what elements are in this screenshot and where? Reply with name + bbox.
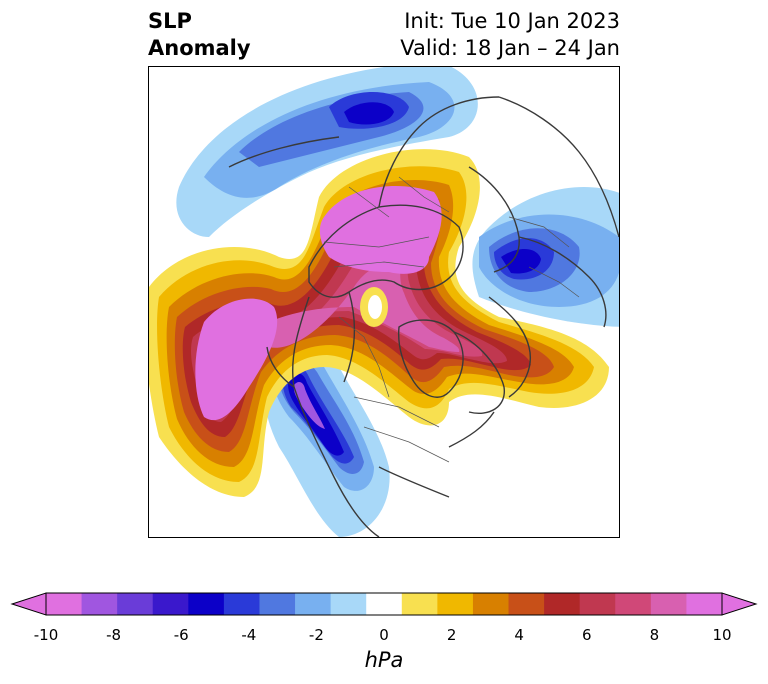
init-date: Init: Tue 10 Jan 2023 (404, 9, 620, 33)
valid-range: Valid: 18 Jan – 24 Jan (400, 36, 620, 60)
borders (323, 176, 580, 463)
negative-anomaly-north (176, 67, 478, 237)
white-hole-greenland (360, 287, 388, 327)
map-title: SLP Anomaly (148, 8, 251, 62)
colorbar-outline (45, 592, 723, 616)
colorbar-swatch (223, 593, 260, 615)
colorbar-tick-label: -6 (173, 626, 189, 644)
colorbar-tick-label: 6 (582, 626, 592, 644)
colorbar-tick-label: 10 (712, 626, 732, 644)
colorbar-extend-min (10, 592, 47, 616)
colorbar-tick-label: -8 (106, 626, 122, 644)
colorbar-swatch (615, 593, 652, 615)
colorbar-swatch (579, 593, 616, 615)
colorbar-unit-label: hPa (364, 648, 404, 672)
colorbar-swatch (401, 593, 438, 615)
colorbar-tick-label: 0 (379, 626, 389, 644)
negative-anomaly-east (472, 187, 619, 327)
colorbar-swatch (295, 593, 332, 615)
colorbar-swatch (259, 593, 296, 615)
anomaly-map (149, 67, 619, 537)
map-panel (148, 66, 620, 538)
colorbar-swatch (544, 593, 581, 615)
colorbar-swatch (437, 593, 474, 615)
colorbar-swatch (152, 593, 189, 615)
colorbar-extend-max (721, 592, 758, 616)
colorbar-tick-label: 2 (446, 626, 457, 644)
colorbar-swatch (46, 593, 83, 615)
colorbar-tick-label: -10 (33, 626, 59, 644)
colorbar-tick-label: -2 (308, 626, 324, 644)
colorbar-swatch (650, 593, 687, 615)
colorbar-swatch (330, 593, 367, 615)
colorbar-swatch (472, 593, 510, 615)
title-line-1: SLP (148, 9, 192, 33)
colorbar-swatch (117, 593, 154, 615)
colorbar-swatch (686, 593, 723, 615)
valid-time-label: Init: Tue 10 Jan 2023 Valid: 18 Jan – 24… (400, 8, 620, 62)
colorbar-tick-label: 8 (649, 626, 660, 644)
colorbar-tick-label: -4 (241, 626, 257, 644)
colorbar-swatch (508, 593, 545, 615)
title-line-2: Anomaly (148, 36, 251, 60)
colorbar (10, 592, 758, 616)
colorbar-swatch (188, 593, 225, 615)
colorbar-swatch (366, 593, 403, 615)
colorbar-swatch (81, 593, 118, 615)
colorbar-tick-label: 4 (514, 626, 524, 644)
coastlines (228, 96, 619, 537)
